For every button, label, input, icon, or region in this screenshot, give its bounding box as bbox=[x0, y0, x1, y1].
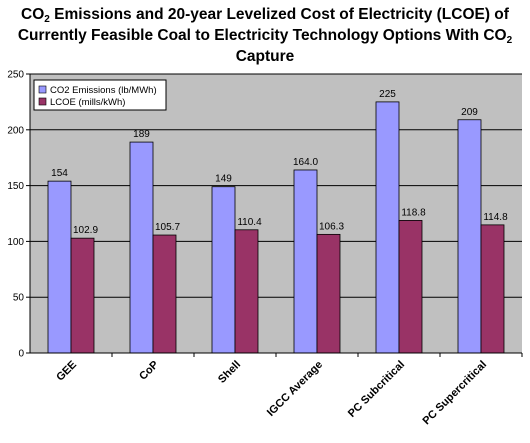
title-line-2: Currently Feasible Coal to Electricity T… bbox=[17, 27, 513, 46]
x-category-label: IGCC Average bbox=[265, 359, 325, 419]
data-label: 154 bbox=[51, 168, 68, 179]
bar-lcoe bbox=[152, 234, 177, 354]
bar-lcoe bbox=[70, 237, 95, 354]
gridlines bbox=[30, 73, 522, 298]
data-label: 102.9 bbox=[73, 225, 98, 236]
data-labels: 154 102.9 189 105.7 149 110.4 164.0 106.3 225 118… bbox=[51, 89, 508, 236]
legend: CO2 Emissions (lb/MWh)LCOE (mills/kWh) bbox=[33, 79, 167, 111]
chart-title: CO2 Emissions and 20-year Levelized Cost… bbox=[0, 4, 530, 67]
y-axis-ticks: 0 50 100 150 200 250 bbox=[7, 70, 30, 360]
bars bbox=[47, 101, 505, 354]
bar-lcoe bbox=[316, 233, 341, 354]
title-line-1: CO2 Emissions and 20-year Levelized Cost… bbox=[21, 6, 509, 25]
data-label: 164.0 bbox=[293, 157, 318, 168]
x-category-label: GEE bbox=[54, 359, 79, 384]
y-tick-label: 0 bbox=[18, 349, 24, 360]
x-category-label: PC Supercritical bbox=[421, 359, 490, 428]
data-label: 105.7 bbox=[155, 222, 180, 233]
y-tick-label: 50 bbox=[13, 293, 25, 304]
legend-swatch bbox=[38, 97, 47, 106]
x-category-label: PC Subcritical bbox=[346, 359, 407, 420]
data-label: 106.3 bbox=[319, 221, 344, 232]
bar-co2 bbox=[457, 119, 482, 354]
y-tick-label: 100 bbox=[7, 237, 24, 248]
y-tick-label: 250 bbox=[7, 70, 24, 81]
bar-co2 bbox=[293, 169, 318, 354]
legend-swatch bbox=[38, 85, 47, 94]
legend-box bbox=[33, 79, 167, 111]
bar-co2 bbox=[47, 180, 72, 354]
data-label: 149 bbox=[215, 174, 232, 185]
plot-area bbox=[30, 74, 522, 353]
data-label: 209 bbox=[461, 107, 478, 118]
bar-co2 bbox=[129, 141, 154, 354]
bar-co2 bbox=[211, 186, 236, 354]
data-label: 114.8 bbox=[483, 212, 508, 223]
x-axis-labels: GEE CoP Shell IGCC Average PC Subcritical PC … bbox=[54, 353, 523, 428]
bar-lcoe bbox=[480, 224, 505, 354]
y-tick-label: 200 bbox=[7, 125, 24, 136]
legend-entry: LCOE (mills/kWh) bbox=[50, 97, 125, 108]
data-label: 118.8 bbox=[401, 207, 426, 218]
data-label: 189 bbox=[133, 129, 150, 140]
bar-lcoe bbox=[234, 229, 259, 354]
x-category-label: Shell bbox=[216, 359, 243, 386]
bar-co2 bbox=[375, 101, 400, 354]
x-category-label: CoP bbox=[137, 359, 161, 383]
y-tick-label: 150 bbox=[7, 181, 24, 192]
title-line-3: Capture bbox=[235, 48, 295, 65]
data-label: 110.4 bbox=[237, 217, 262, 228]
data-label: 225 bbox=[379, 89, 396, 100]
bar-lcoe bbox=[398, 220, 423, 354]
legend-entry: CO2 Emissions (lb/MWh) bbox=[50, 85, 157, 96]
